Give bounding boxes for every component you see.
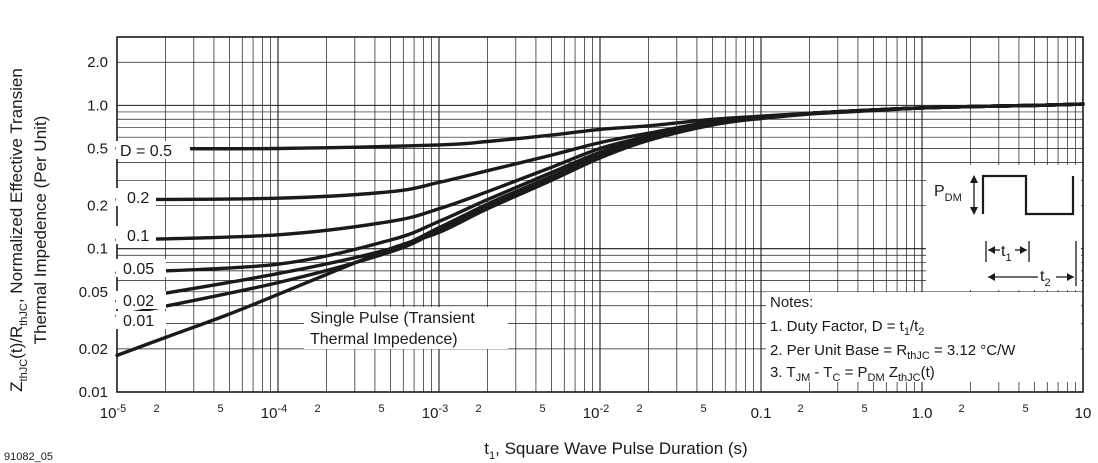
y-tick-labels: 2.0 1.0 0.5 0.2 0.1 0.05 0.02 0.01 (79, 54, 108, 401)
x-tick-label: 10 (1075, 405, 1092, 422)
x-tick-label: 1.0 (912, 405, 933, 422)
y-tick-label: 1.0 (87, 97, 108, 114)
single-pulse-label-line2: Thermal Impedence) (310, 331, 458, 348)
series-line-6 (115, 102, 1085, 358)
inset-pdm-label: PDM (934, 183, 962, 204)
label-bg-d02 (116, 188, 156, 206)
x-tick-label: 0.1 (751, 405, 772, 422)
x-tick-label: 5 (379, 403, 385, 415)
y-axis-title-line2: Thermal Impedence (Per Unit) (31, 116, 50, 345)
y-tick-label: 0.01 (79, 384, 108, 401)
curve-label-d02: 0.2 (127, 190, 149, 207)
curve-label-d002: 0.02 (123, 293, 154, 310)
inset-t2-label: t2 (1040, 268, 1051, 289)
y-tick-label: 0.05 (79, 284, 108, 301)
curve-label-d05: D = 0.5 (120, 143, 172, 160)
x-tick-label: 10-4 (261, 403, 287, 422)
x-axis-title: t1, Square Wave Pulse Duration (s) (484, 439, 747, 462)
y-tick-label: 0.02 (79, 341, 108, 358)
pulse-waveform-inset: PDM t1 t2 (926, 165, 1081, 290)
y-axis-title-line1: ZthJC(t)/RthJC, Normalized Effective Tra… (7, 68, 30, 392)
x-tick-label: 5 (701, 403, 707, 415)
y-tick-label: 0.1 (87, 241, 108, 258)
plot-frame (116, 36, 1084, 393)
notes-block: Notes: 1. Duty Factor, D = t1/t2 2. Per … (766, 292, 1081, 384)
x-tick-label: 5 (218, 403, 224, 415)
x-tick-label: 2 (797, 403, 803, 415)
label-bg-d05 (116, 141, 190, 159)
x-tick-label: 2 (153, 403, 159, 415)
label-bg-d002 (116, 291, 166, 309)
single-pulse-label-line1: Single Pulse (Transient (310, 310, 475, 327)
x-tick-label: 5 (1023, 403, 1029, 415)
label-bg-d01 (116, 226, 156, 244)
series-lines (115, 102, 1085, 358)
figure-id: 91082_05 (4, 451, 53, 463)
x-tick-label: 2 (314, 403, 320, 415)
note-1: 1. Duty Factor, D = t1/t2 (770, 318, 924, 338)
curve-label-d005: 0.05 (123, 261, 154, 278)
x-tick-label: 5 (540, 403, 546, 415)
curve-label-d001: 0.01 (123, 313, 154, 330)
label-bg-d005 (116, 259, 166, 277)
note-2: 2. Per Unit Base = RthJC = 3.12 °C/W (770, 342, 1016, 362)
notes-title: Notes: (770, 294, 813, 311)
y-tick-label: 0.5 (87, 141, 108, 158)
x-tick-label: 5 (862, 403, 868, 415)
x-tick-label: 2 (636, 403, 642, 415)
x-tick-label: 10-2 (583, 403, 609, 422)
inset-t1-label: t1 (1001, 243, 1012, 264)
y-tick-label: 2.0 (87, 54, 108, 71)
x-tick-labels: 10-5 2 5 10-4 2 5 10-3 2 5 10-2 2 5 0.1 2 5 1.0 2 5 10 (100, 403, 1092, 422)
label-bg-d001 (116, 311, 166, 329)
note-3: 3. TJM - TC = PDM ZthJC(t) (770, 364, 935, 384)
x-tick-label: 2 (475, 403, 481, 415)
x-tick-label: 10-3 (422, 403, 448, 422)
curve-label-d01: 0.1 (127, 228, 149, 245)
x-tick-label: 10-5 (100, 403, 126, 422)
y-tick-label: 0.2 (87, 198, 108, 215)
single-pulse-label-bg (304, 307, 508, 349)
x-tick-label: 2 (958, 403, 964, 415)
